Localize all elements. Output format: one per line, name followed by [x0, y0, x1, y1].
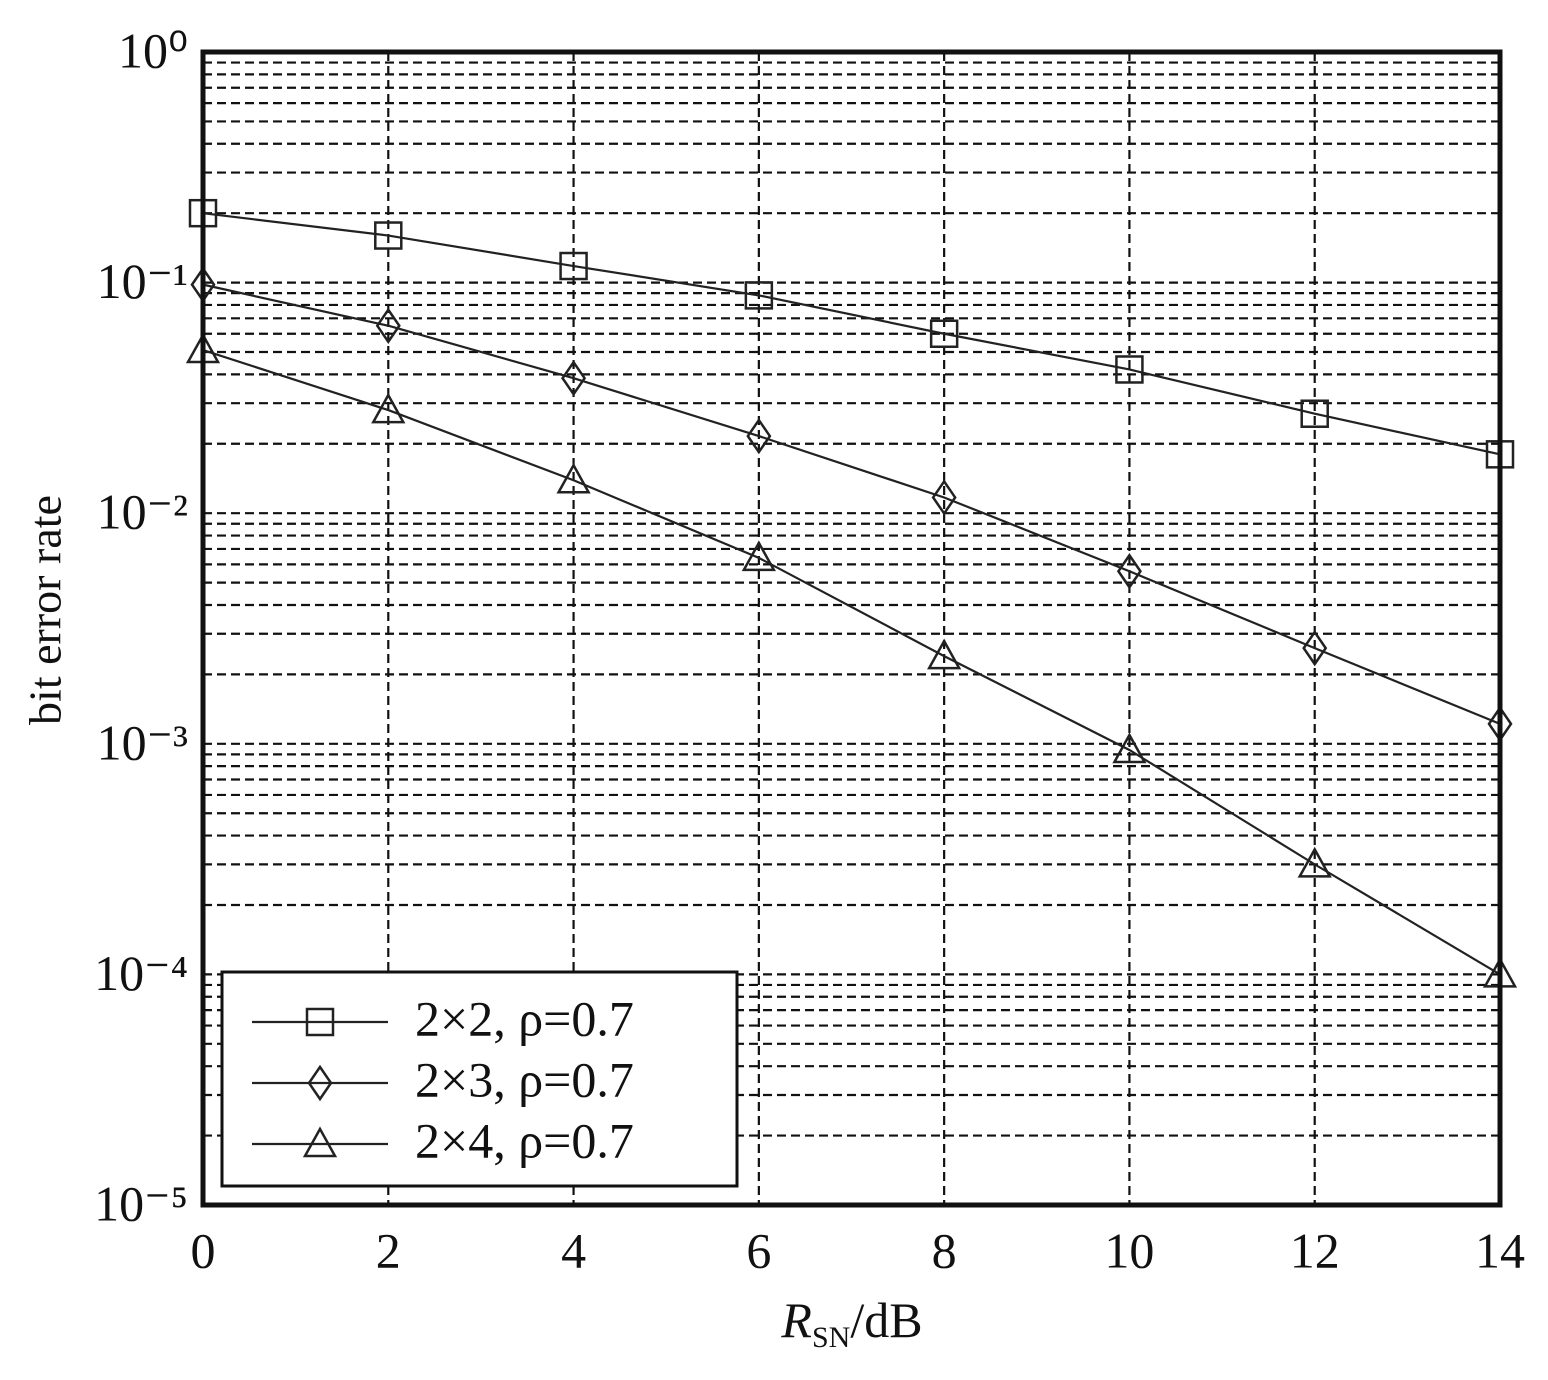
x-axis-label-subscript: SN — [812, 1321, 850, 1354]
marker — [746, 417, 772, 455]
marker — [1116, 553, 1142, 590]
series-line — [202, 283, 1501, 725]
y-tick-label: 10⁻⁴ — [94, 945, 188, 1001]
marker — [1297, 846, 1332, 878]
y-tick-label: 10⁻² — [97, 484, 188, 540]
plot-frame — [200, 49, 1503, 1208]
legend-marker — [307, 1064, 333, 1102]
x-tick-label: 10 — [1104, 1222, 1154, 1278]
x-tick-label: 12 — [1290, 1222, 1340, 1278]
marker — [929, 319, 959, 349]
x-tick-label: 0 — [191, 1222, 216, 1278]
marker — [559, 251, 588, 281]
marker — [1302, 629, 1328, 667]
x-tick-label: 2 — [376, 1222, 401, 1278]
y-tick-label: 10⁻⁵ — [94, 1175, 188, 1231]
marker — [927, 638, 962, 670]
marker — [374, 221, 403, 250]
legend-marker — [305, 1007, 335, 1037]
x-tick-label: 8 — [932, 1222, 957, 1278]
marker — [741, 540, 776, 572]
marker — [371, 392, 406, 424]
y-tick-label: 10⁻³ — [97, 714, 188, 770]
legend-label: 2×4, ρ=0.7 — [415, 1112, 634, 1168]
x-axis-label: RSN/dB — [780, 1292, 922, 1353]
legend-label: 2×3, ρ=0.7 — [415, 1051, 634, 1107]
marker — [1300, 399, 1329, 428]
marker — [1112, 732, 1147, 764]
marker — [561, 359, 587, 397]
x-axis-label-unit: /dB — [850, 1292, 922, 1348]
marker — [1115, 355, 1144, 384]
marker — [744, 281, 774, 310]
y-tick-label: 10⁻¹ — [97, 253, 188, 309]
x-axis-label-symbol: R — [780, 1292, 812, 1348]
y-tick-label: 10⁰ — [118, 22, 188, 78]
legend-label: 2×2, ρ=0.7 — [415, 990, 634, 1046]
legend-marker — [302, 1126, 338, 1158]
marker — [375, 307, 401, 344]
series-line — [202, 348, 1501, 976]
marker — [931, 479, 957, 516]
x-tick-label: 6 — [746, 1222, 771, 1278]
y-axis-label: bit error rate — [20, 495, 71, 725]
series-line — [202, 212, 1501, 456]
x-tick-label: 14 — [1475, 1222, 1525, 1278]
x-tick-label: 4 — [561, 1222, 586, 1278]
marker — [556, 462, 591, 494]
